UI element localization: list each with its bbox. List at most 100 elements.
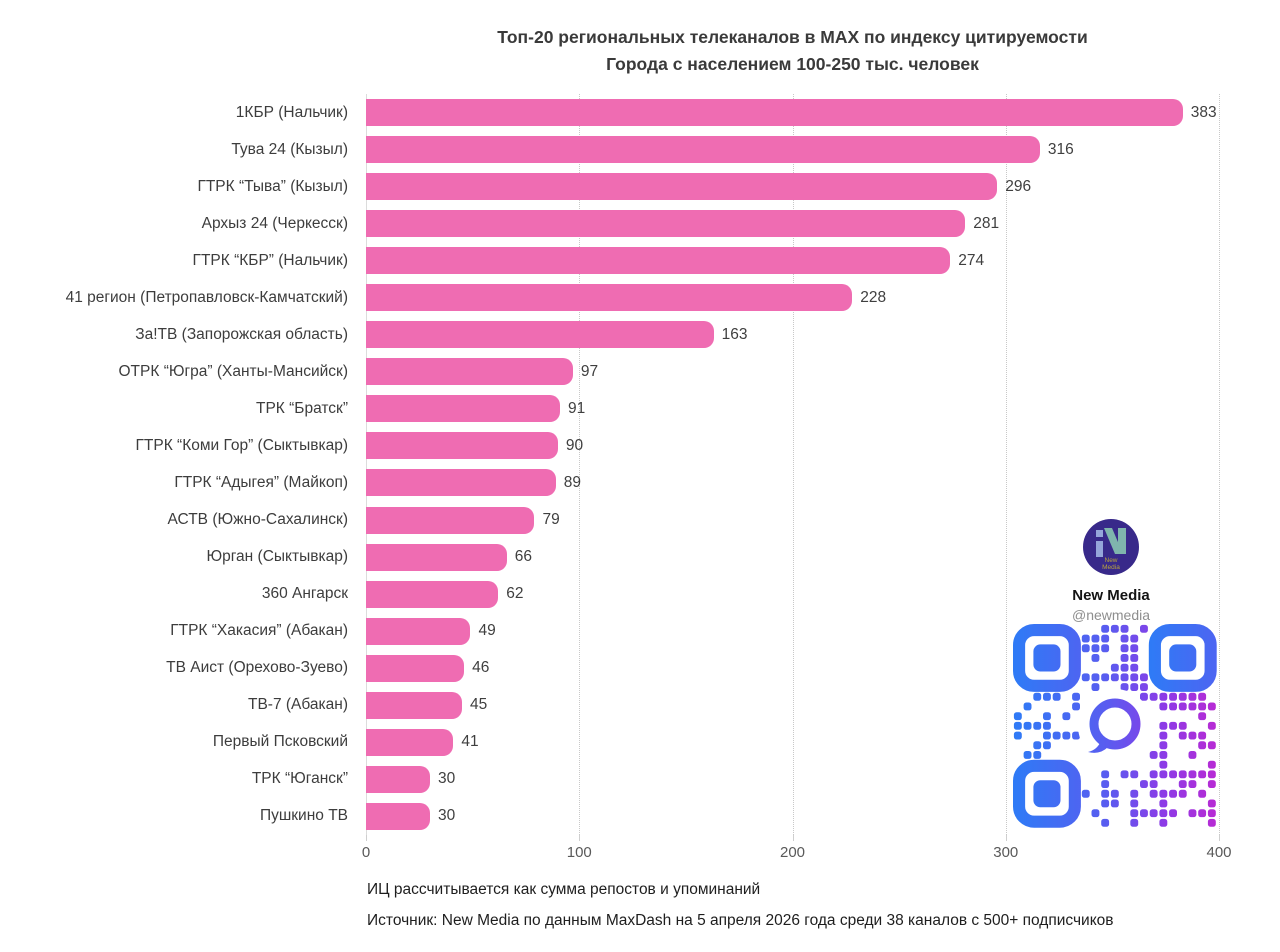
- bar-track: 79: [366, 502, 1219, 539]
- channel-label: За!ТВ (Запорожская область): [135, 325, 348, 343]
- channel-label: ГТРК “Хакасия” (Абакан): [170, 622, 348, 640]
- bar-row: ТРК “Юганск” 30: [0, 761, 1219, 798]
- bar-row: ТВ Аист (Орехово-Зуево) 46: [0, 650, 1219, 687]
- channel-label: 1КБР (Нальчик): [235, 103, 348, 121]
- citation-bar: [366, 321, 714, 349]
- bar-row: Пушкино ТВ 30: [0, 798, 1219, 835]
- bar-track: 91: [366, 390, 1219, 427]
- bar-row: 41 регион (Петропавловск-Камчатский) 228: [0, 279, 1219, 316]
- citation-bar: [366, 247, 951, 275]
- channel-label: Архыз 24 (Черкесск): [201, 214, 348, 232]
- channel-label: 360 Ангарск: [261, 585, 348, 603]
- bar-track: 383: [366, 94, 1219, 131]
- bar-row: ГТРК “Коми Гор” (Сыктывкар) 90: [0, 427, 1219, 464]
- bar-value-label: 62: [506, 585, 524, 603]
- bar-track: 90: [366, 427, 1219, 464]
- bar-row: Архыз 24 (Черкесск) 281: [0, 205, 1219, 242]
- bar-rows: 1КБР (Нальчик) 383 Тува 24 (Кызыл) 316 Г…: [0, 94, 1219, 835]
- plot-grid: [366, 94, 1220, 835]
- bar-value-label: 228: [860, 288, 887, 306]
- x-axis-tick-label: 300: [993, 844, 1019, 861]
- x-axis-tickmark: [579, 835, 581, 841]
- citation-bar: [366, 395, 561, 423]
- channel-label: Юрган (Сыктывкар): [206, 548, 348, 566]
- bar-row: ТВ-7 (Абакан) 45: [0, 687, 1219, 724]
- channel-label: ОТРК “Югра” (Ханты-Мансийск): [118, 362, 349, 380]
- svg-text:Media: Media: [1102, 564, 1120, 571]
- channel-label: ТВ Аист (Орехово-Зуево): [166, 659, 348, 677]
- bar-row: Тува 24 (Кызыл) 316: [0, 131, 1219, 168]
- citation-bar: [366, 99, 1183, 127]
- chart-title-line1: Топ-20 региональных телеканалов в MAX по…: [497, 27, 1088, 47]
- bar-value-label: 163: [721, 325, 748, 343]
- brand-handle: @newmedia: [1071, 607, 1151, 623]
- qr-code: [1013, 624, 1217, 828]
- citation-bar: [366, 543, 507, 571]
- bar-track: 30: [366, 761, 1219, 798]
- citation-bar: [366, 580, 499, 608]
- bar-value-label: 41: [461, 733, 479, 751]
- bar-track: 45: [366, 687, 1219, 724]
- bar-value-label: 383: [1190, 103, 1217, 121]
- footnote-source: Источник: New Media по данным MaxDash на…: [367, 912, 1114, 929]
- citation-bar: [366, 284, 853, 312]
- bar-value-label: 45: [469, 696, 488, 714]
- bar-track: 296: [366, 168, 1219, 205]
- bar-value-label: 274: [958, 251, 985, 269]
- citation-bar: [366, 432, 558, 460]
- citation-bar: [366, 358, 573, 386]
- citation-bar: [366, 728, 454, 756]
- brand-name: New Media: [1072, 587, 1150, 604]
- bar-value-label: 91: [568, 399, 586, 417]
- bar-value-label: 66: [514, 548, 532, 566]
- channel-label: ГТРК “Коми Гор” (Сыктывкар): [135, 436, 348, 454]
- branding-block: New Media New Media @newmedia: [1038, 518, 1184, 623]
- y-axis-line: [366, 94, 367, 835]
- bar-value-label: 79: [542, 511, 560, 529]
- citation-bar: [366, 691, 462, 719]
- bar-track: 281: [366, 205, 1219, 242]
- bar-track: 316: [366, 131, 1219, 168]
- gridline-100: [579, 94, 581, 835]
- bar-value-label: 296: [1005, 177, 1032, 195]
- bar-row: ГТРК “Тыва” (Кызыл) 296: [0, 168, 1219, 205]
- bar-value-label: 30: [437, 807, 456, 825]
- bar-row: АСТВ (Южно-Сахалинск) 79: [0, 502, 1219, 539]
- gridline-400: [1219, 94, 1220, 835]
- bar-row: ОТРК “Югра” (Ханты-Мансийск) 97: [0, 353, 1219, 390]
- bar-track: 49: [366, 613, 1219, 650]
- bar-track: 46: [366, 650, 1219, 687]
- citation-bar: [366, 506, 535, 534]
- max-messenger-icon: [1078, 689, 1152, 763]
- x-axis-tick-label: 0: [361, 844, 371, 861]
- bar-row: За!ТВ (Запорожская область) 163: [0, 316, 1219, 353]
- bar-row: ГТРК “Адыгея” (Майкоп) 89: [0, 464, 1219, 501]
- bar-row: ТРК “Братск” 91: [0, 390, 1219, 427]
- channel-label: Тува 24 (Кызыл): [231, 140, 348, 158]
- bar-value-label: 46: [472, 659, 490, 677]
- footnotes: ИЦ рассчитывается как сумма репостов и у…: [367, 874, 1114, 936]
- bar-value-label: 316: [1047, 140, 1074, 158]
- bar-track: 66: [366, 539, 1219, 576]
- bar-row: ГТРК “Хакасия” (Абакан) 49: [0, 613, 1219, 650]
- x-axis-tick-label: 100: [566, 844, 592, 861]
- bar-track: 30: [366, 798, 1219, 835]
- bar-value-label: 30: [437, 770, 456, 788]
- x-axis-tick-label: 200: [779, 844, 806, 861]
- bar-track: 274: [366, 242, 1219, 279]
- channel-label: ГТРК “Адыгея” (Майкоп): [174, 473, 348, 491]
- x-axis-tick-label: 400: [1206, 844, 1232, 861]
- channel-label: Первый Псковский: [212, 733, 348, 751]
- bar-row: ГТРК “КБР” (Нальчик) 274: [0, 242, 1219, 279]
- bar-value-label: 97: [580, 362, 599, 380]
- citation-bar: [366, 765, 430, 793]
- x-axis-tickmark: [366, 835, 367, 841]
- bar-track: 163: [366, 316, 1219, 353]
- citation-bar: [366, 654, 465, 682]
- x-axis-tickmark: [792, 835, 794, 841]
- footnote-ic-definition: ИЦ рассчитывается как сумма репостов и у…: [367, 881, 761, 898]
- bar-value-label: 89: [563, 473, 582, 491]
- svg-text:New: New: [1104, 557, 1117, 564]
- citation-bar: [366, 136, 1040, 164]
